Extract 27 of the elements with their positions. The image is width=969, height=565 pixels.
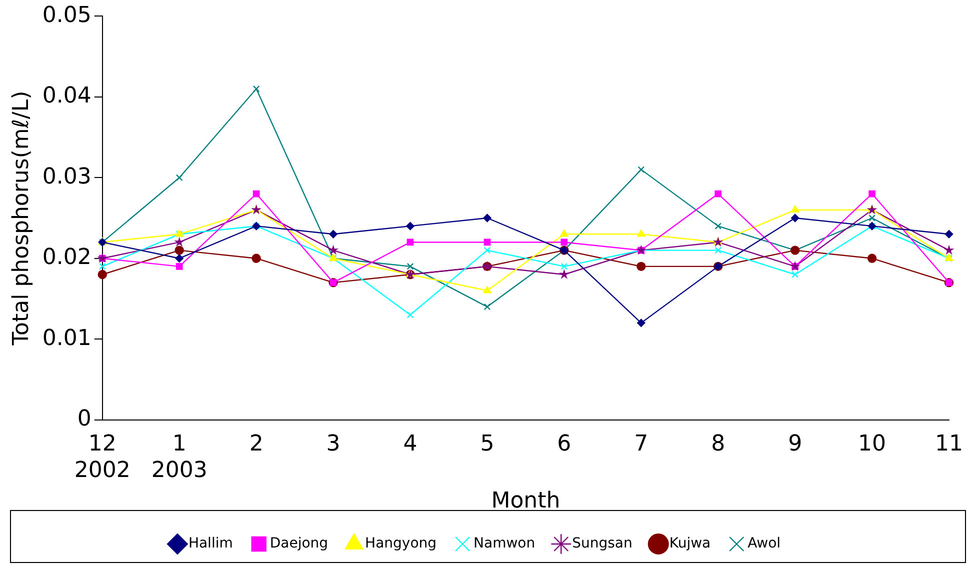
y-tick-label: 0.05 <box>42 2 92 28</box>
x-tick-label: 10 <box>858 432 886 457</box>
legend-label: Kujwa <box>669 536 711 552</box>
y-tick-label: 0 <box>77 406 92 432</box>
legend-label: Hangyong <box>365 536 437 552</box>
y-axis-title: Total phosphorus(mℓ/L) <box>8 90 34 346</box>
x-tick-label: 9 <box>788 432 802 457</box>
x-tick-label: 4 <box>403 432 418 457</box>
x-tick-label: 3 <box>326 432 340 457</box>
x-tick-label: 6 <box>557 432 572 457</box>
legend-label: Sungsan <box>572 536 632 552</box>
x-tick-label: 7 <box>634 432 648 457</box>
y-tick-label: 0.03 <box>42 164 92 190</box>
x-tick-label: 2 <box>249 432 264 457</box>
x-tick-label: 12 2002 <box>74 432 130 484</box>
x-tick-label: 5 <box>480 432 494 457</box>
x-axis-title: Month <box>491 488 560 514</box>
y-tick-label: 0.01 <box>42 326 92 351</box>
y-tick-label: 0.04 <box>42 84 92 109</box>
legend-label: Hallim <box>188 536 233 552</box>
x-tick-label: 1 2003 <box>151 432 208 484</box>
legend-label: Awol <box>748 536 781 552</box>
y-tick-label: 0.02 <box>42 245 92 270</box>
legend-label: Namwon <box>474 536 536 552</box>
x-tick-label: 8 <box>711 432 726 457</box>
x-tick-label: 11 <box>935 432 963 457</box>
legend-label: Daejong <box>270 536 328 552</box>
